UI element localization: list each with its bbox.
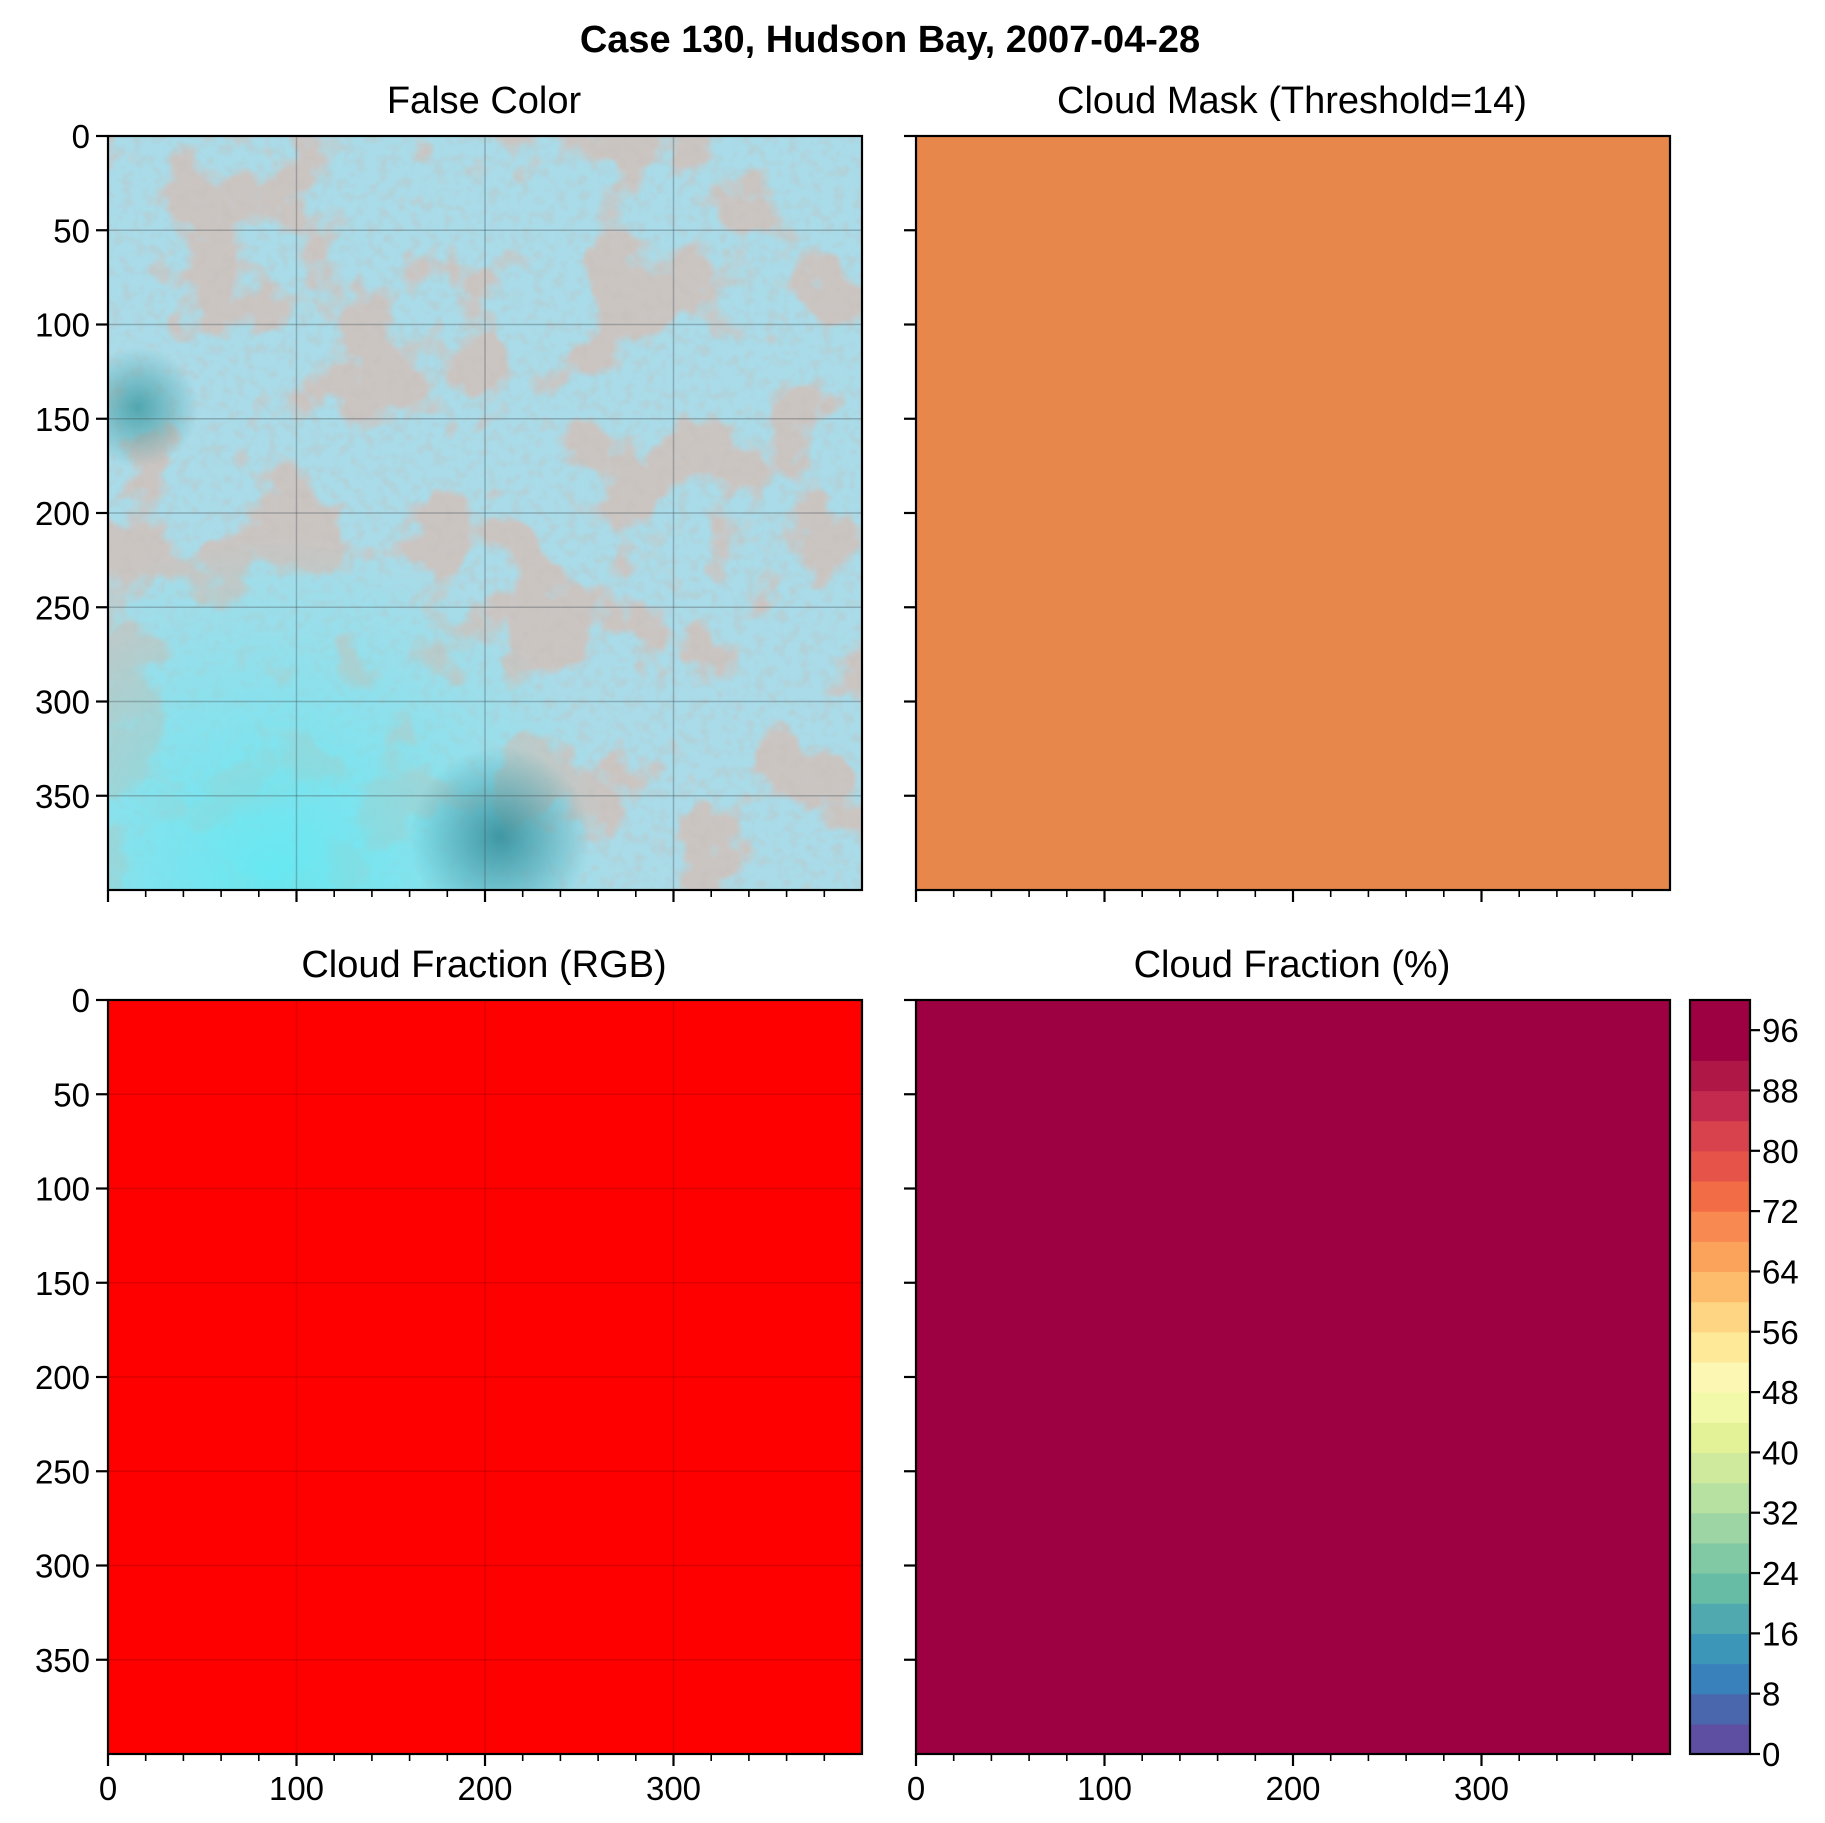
colorbar-tick-label: 0 [1762, 1736, 1780, 1773]
x-tick-label: 200 [457, 1770, 512, 1807]
x-tick-label: 200 [1265, 1770, 1320, 1807]
panel-false-color: False Color 0 50 100 150 200 250 300 350 [35, 80, 864, 902]
colorbar: 0 8 16 24 32 40 48 56 64 72 80 88 96 [1688, 998, 1799, 1773]
y-tick-label: 100 [35, 307, 90, 344]
y-axis: 0 50 100 150 200 250 300 350 [35, 982, 108, 1679]
colorbar-segment [1690, 1331, 1750, 1363]
x-tick-label: 0 [99, 1770, 117, 1807]
colorbar-segment [1690, 1542, 1750, 1574]
panel-cloud-fraction-rgb: Cloud Fraction (RGB) 0 50 100 150 200 250 300 3… [35, 944, 864, 1807]
colorbar-segment [1690, 1150, 1750, 1182]
colorbar-tick-label: 56 [1762, 1314, 1799, 1351]
colorbar-segment [1690, 1633, 1750, 1665]
colorbar-segment [1690, 1603, 1750, 1634]
colorbar-segment [1690, 1693, 1750, 1725]
colorbar-segment [1690, 1211, 1750, 1242]
colorbar-tick-label: 48 [1762, 1374, 1799, 1411]
colorbar-tick-label: 80 [1762, 1133, 1799, 1170]
y-tick-label: 50 [53, 212, 90, 249]
colorbar-frame [1688, 998, 1752, 1756]
false-color-grid [108, 136, 862, 890]
figure-title: Case 130, Hudson Bay, 2007-04-28 [580, 19, 1200, 61]
colorbar-tick-label: 72 [1762, 1193, 1799, 1230]
x-axis: 0 100 200 300 [99, 1754, 826, 1807]
y-tick-label: 0 [72, 118, 90, 155]
colorbar-segment [1690, 1573, 1750, 1604]
x-tick-label: 100 [269, 1770, 324, 1807]
y-axis [904, 134, 916, 797]
y-tick-label: 200 [35, 495, 90, 532]
cloud-mask-fill [916, 136, 1670, 890]
y-axis [904, 998, 916, 1661]
x-axis: 0 100 200 300 [907, 1754, 1634, 1807]
x-axis [106, 890, 826, 902]
colorbar-tick-label: 64 [1762, 1253, 1799, 1290]
colorbar-segment [1690, 1241, 1750, 1273]
colorbar-tick-label: 24 [1762, 1555, 1799, 1592]
y-axis: 0 50 100 150 200 250 300 350 [35, 118, 108, 815]
y-tick-label: 50 [53, 1076, 90, 1113]
colorbar-tick-label: 88 [1762, 1072, 1799, 1109]
colorbar-segment [1690, 1512, 1750, 1544]
colorbar-segment [1690, 1030, 1750, 1061]
y-tick-label: 100 [35, 1171, 90, 1208]
panel-title: False Color [387, 80, 582, 122]
colorbar-tick-label: 96 [1762, 1012, 1799, 1049]
x-tick-label: 300 [646, 1770, 701, 1807]
colorbar-segment [1690, 1120, 1750, 1152]
colorbar-segment [1690, 1090, 1750, 1122]
y-tick-label: 300 [35, 684, 90, 721]
colorbar-segment [1690, 1482, 1750, 1514]
y-tick-label: 200 [35, 1359, 90, 1396]
colorbar-segment [1690, 1723, 1750, 1755]
y-tick-label: 150 [35, 1265, 90, 1302]
x-tick-label: 100 [1077, 1770, 1132, 1807]
x-tick-label: 300 [1454, 1770, 1509, 1807]
y-tick-label: 350 [35, 778, 90, 815]
colorbar-segment [1690, 1180, 1750, 1212]
colorbar-tick-label: 40 [1762, 1434, 1799, 1471]
cloud-fraction-percent-fill [916, 1000, 1670, 1754]
colorbar-segment [1690, 1060, 1750, 1092]
colorbar-tick-label: 16 [1762, 1615, 1799, 1652]
y-tick-label: 150 [35, 401, 90, 438]
panel-title: Cloud Fraction (RGB) [301, 944, 666, 986]
cloud-fraction-rgb-fill [108, 1000, 862, 1754]
colorbar-tick-label: 8 [1762, 1676, 1780, 1713]
colorbar-segment [1690, 1000, 1750, 1031]
colorbar-segment [1690, 1422, 1750, 1453]
panel-title: Cloud Mask (Threshold=14) [1057, 80, 1527, 122]
y-tick-label: 300 [35, 1548, 90, 1585]
panel-title: Cloud Fraction (%) [1134, 944, 1451, 986]
colorbar-segment [1690, 1452, 1750, 1484]
colorbar-segment [1690, 1663, 1750, 1695]
colorbar-segment [1690, 1301, 1750, 1333]
x-tick-label: 0 [907, 1770, 925, 1807]
x-axis [914, 890, 1634, 902]
false-color-teal-left [108, 136, 862, 890]
cloud-fraction-rgb-grid [108, 1000, 862, 1754]
colorbar-tick-label: 32 [1762, 1495, 1799, 1532]
y-tick-label: 350 [35, 1642, 90, 1679]
panel-cloud-fraction-percent: Cloud Fraction (%) 0 100 200 300 [904, 944, 1672, 1807]
colorbar-segment [1690, 1271, 1750, 1303]
panel-cloud-mask: Cloud Mask (Threshold=14) [904, 80, 1672, 902]
y-tick-label: 0 [72, 982, 90, 1019]
colorbar-segment [1690, 1361, 1750, 1393]
y-tick-label: 250 [35, 589, 90, 626]
colorbar-segment [1690, 1392, 1750, 1423]
y-tick-label: 250 [35, 1453, 90, 1490]
